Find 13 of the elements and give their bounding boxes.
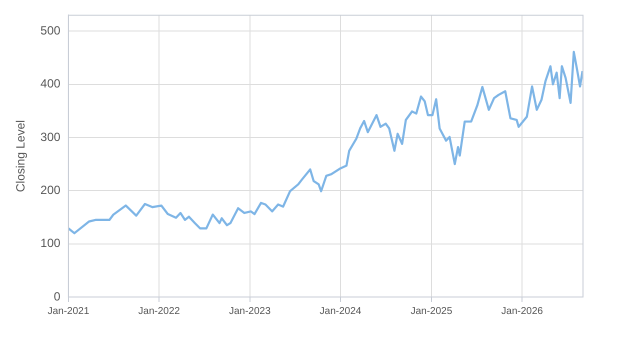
x-tick-label: Jan-2024 bbox=[320, 306, 362, 317]
y-tick-label: 0 bbox=[54, 289, 61, 304]
x-tick-label: Jan-2021 bbox=[48, 306, 90, 317]
y-tick-label: 400 bbox=[40, 76, 61, 91]
y-tick-label: 300 bbox=[40, 130, 61, 144]
x-tick-label: Jan-2026 bbox=[501, 306, 544, 317]
y-axis-title: Closing Level bbox=[14, 120, 28, 192]
x-tick-label: Jan-2022 bbox=[138, 306, 180, 317]
x-tick-label: Jan-2023 bbox=[228, 306, 272, 317]
y-tick-label: 500 bbox=[40, 23, 61, 38]
y-tick-label: 100 bbox=[40, 236, 61, 250]
y-tick-label: 200 bbox=[40, 182, 61, 197]
x-tick-label: Jan-2025 bbox=[410, 306, 453, 317]
